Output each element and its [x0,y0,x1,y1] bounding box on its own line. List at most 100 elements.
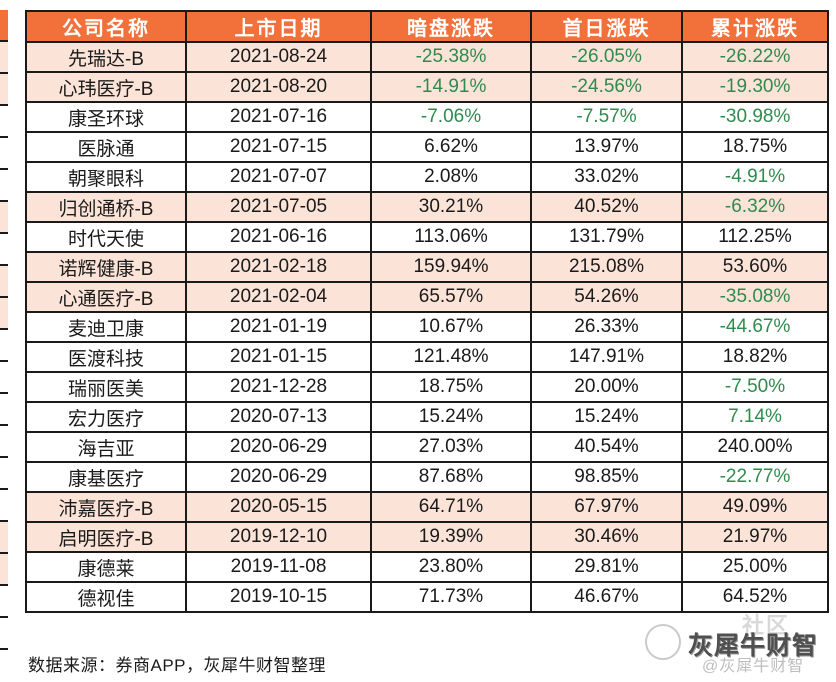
company-name-cell: 归创通桥-B [25,191,187,223]
company-name-cell: 启明医疗-B [25,521,187,553]
watermark-logo-circle [645,624,681,660]
first-day-change-cell: 40.52% [530,191,683,223]
first-day-change-cell: 215.08% [530,251,683,283]
grey-market-change-cell: -14.91% [370,71,532,103]
column-header: 首日涨跌 [530,10,683,43]
table-row: 康圣环球 2021-07-16 -7.06% -7.57% -30.98% [25,101,829,133]
table-row: 医渡科技 2021-01-15 121.48% 147.91% 18.82% [25,341,829,373]
cumulative-change-cell: 240.00% [681,431,829,463]
cumulative-change-cell: -35.08% [681,281,829,313]
grey-market-change-cell: 121.48% [370,341,532,373]
table-row: 启明医疗-B 2019-12-10 19.39% 30.46% 21.97% [25,521,829,553]
cumulative-change-cell: -6.32% [681,191,829,223]
column-header: 上市日期 [185,10,372,43]
cumulative-change-cell: -22.77% [681,461,829,493]
table-row: 海吉亚 2020-06-29 27.03% 40.54% 240.00% [25,431,829,463]
watermark-handle-text: @灰犀牛财智 [702,658,805,675]
grey-market-change-cell: -25.38% [370,41,532,73]
ipo-performance-table: 公司名称 上市日期 暗盘涨跌 首日涨跌 累计涨跌 先瑞达-B 2021-08-24 -25.… [25,10,829,613]
first-day-change-cell: 26.33% [530,311,683,343]
first-day-change-cell: 30.46% [530,521,683,553]
company-name-cell: 心玮医疗-B [25,71,187,103]
listing-date-cell: 2021-07-07 [185,161,372,193]
first-day-change-cell: 46.67% [530,581,683,613]
table-row: 朝聚眼科 2021-07-07 2.08% 33.02% -4.91% [25,161,829,193]
company-name-cell: 医渡科技 [25,341,187,373]
first-day-change-cell: 54.26% [530,281,683,313]
first-day-change-cell: 29.81% [530,551,683,583]
table-body: 先瑞达-B 2021-08-24 -25.38% -26.05% -26.22% 心玮医疗… [25,41,829,613]
listing-date-cell: 2021-06-16 [185,221,372,253]
company-name-cell: 康德莱 [25,551,187,583]
grey-market-change-cell: -7.06% [370,101,532,133]
company-name-cell: 心通医疗-B [25,281,187,313]
cumulative-change-cell: -44.67% [681,311,829,343]
grey-market-change-cell: 2.08% [370,161,532,193]
first-day-change-cell: 33.02% [530,161,683,193]
listing-date-cell: 2021-01-19 [185,311,372,343]
company-name-cell: 先瑞达-B [25,41,187,73]
first-day-change-cell: 20.00% [530,371,683,403]
first-day-change-cell: 98.85% [530,461,683,493]
header-row: 公司名称 上市日期 暗盘涨跌 首日涨跌 累计涨跌 [25,10,829,43]
company-name-cell: 诺辉健康-B [25,251,187,283]
table-row: 医脉通 2021-07-15 6.62% 13.97% 18.75% [25,131,829,163]
company-name-cell: 康基医疗 [25,461,187,493]
listing-date-cell: 2019-12-10 [185,521,372,553]
company-name-cell: 朝聚眼科 [25,161,187,193]
listing-date-cell: 2021-08-20 [185,71,372,103]
listing-date-cell: 2021-07-16 [185,101,372,133]
table-row: 诺辉健康-B 2021-02-18 159.94% 215.08% 53.60% [25,251,829,283]
listing-date-cell: 2021-12-28 [185,371,372,403]
cumulative-change-cell: 112.25% [681,221,829,253]
table-row: 时代天使 2021-06-16 113.06% 131.79% 112.25% [25,221,829,253]
cumulative-change-cell: 7.14% [681,401,829,433]
grey-market-change-cell: 64.71% [370,491,532,523]
listing-date-cell: 2020-06-29 [185,461,372,493]
first-day-change-cell: -26.05% [530,41,683,73]
cumulative-change-cell: 18.82% [681,341,829,373]
watermark-faint-text: 社区 [742,613,791,638]
listing-date-cell: 2019-11-08 [185,551,372,583]
first-day-change-cell: 13.97% [530,131,683,163]
listing-date-cell: 2019-10-15 [185,581,372,613]
first-day-change-cell: -7.57% [530,101,683,133]
table-row: 先瑞达-B 2021-08-24 -25.38% -26.05% -26.22% [25,41,829,73]
listing-date-cell: 2021-07-05 [185,191,372,223]
company-name-cell: 德视佳 [25,581,187,613]
grey-market-change-cell: 27.03% [370,431,532,463]
cumulative-change-cell: -19.30% [681,71,829,103]
left-edge-sliver [0,10,8,650]
grey-market-change-cell: 18.75% [370,371,532,403]
watermark-brand-text: 灰犀牛财智 [688,632,819,660]
column-header: 公司名称 [25,10,187,43]
first-day-change-cell: 147.91% [530,341,683,373]
first-day-change-cell: 15.24% [530,401,683,433]
table-row: 康基医疗 2020-06-29 87.68% 98.85% -22.77% [25,461,829,493]
grey-market-change-cell: 159.94% [370,251,532,283]
table-row: 宏力医疗 2020-07-13 15.24% 15.24% 7.14% [25,401,829,433]
company-name-cell: 时代天使 [25,221,187,253]
table-row: 沛嘉医疗-B 2020-05-15 64.71% 67.97% 49.09% [25,491,829,523]
grey-market-change-cell: 15.24% [370,401,532,433]
table-row: 归创通桥-B 2021-07-05 30.21% 40.52% -6.32% [25,191,829,223]
grey-market-change-cell: 71.73% [370,581,532,613]
ipo-performance-table-wrap: 公司名称 上市日期 暗盘涨跌 首日涨跌 累计涨跌 先瑞达-B 2021-08-24 -25.… [25,10,829,613]
grey-market-change-cell: 87.68% [370,461,532,493]
company-name-cell: 医脉通 [25,131,187,163]
grey-market-change-cell: 19.39% [370,521,532,553]
cumulative-change-cell: -4.91% [681,161,829,193]
cumulative-change-cell: 25.00% [681,551,829,583]
grey-market-change-cell: 10.67% [370,311,532,343]
table-row: 康德莱 2019-11-08 23.80% 29.81% 25.00% [25,551,829,583]
cumulative-change-cell: -30.98% [681,101,829,133]
listing-date-cell: 2021-02-18 [185,251,372,283]
listing-date-cell: 2021-07-15 [185,131,372,163]
first-day-change-cell: -24.56% [530,71,683,103]
cumulative-change-cell: 64.52% [681,581,829,613]
first-day-change-cell: 67.97% [530,491,683,523]
table-row: 德视佳 2019-10-15 71.73% 46.67% 64.52% [25,581,829,613]
grey-market-change-cell: 6.62% [370,131,532,163]
grey-market-change-cell: 113.06% [370,221,532,253]
first-day-change-cell: 131.79% [530,221,683,253]
